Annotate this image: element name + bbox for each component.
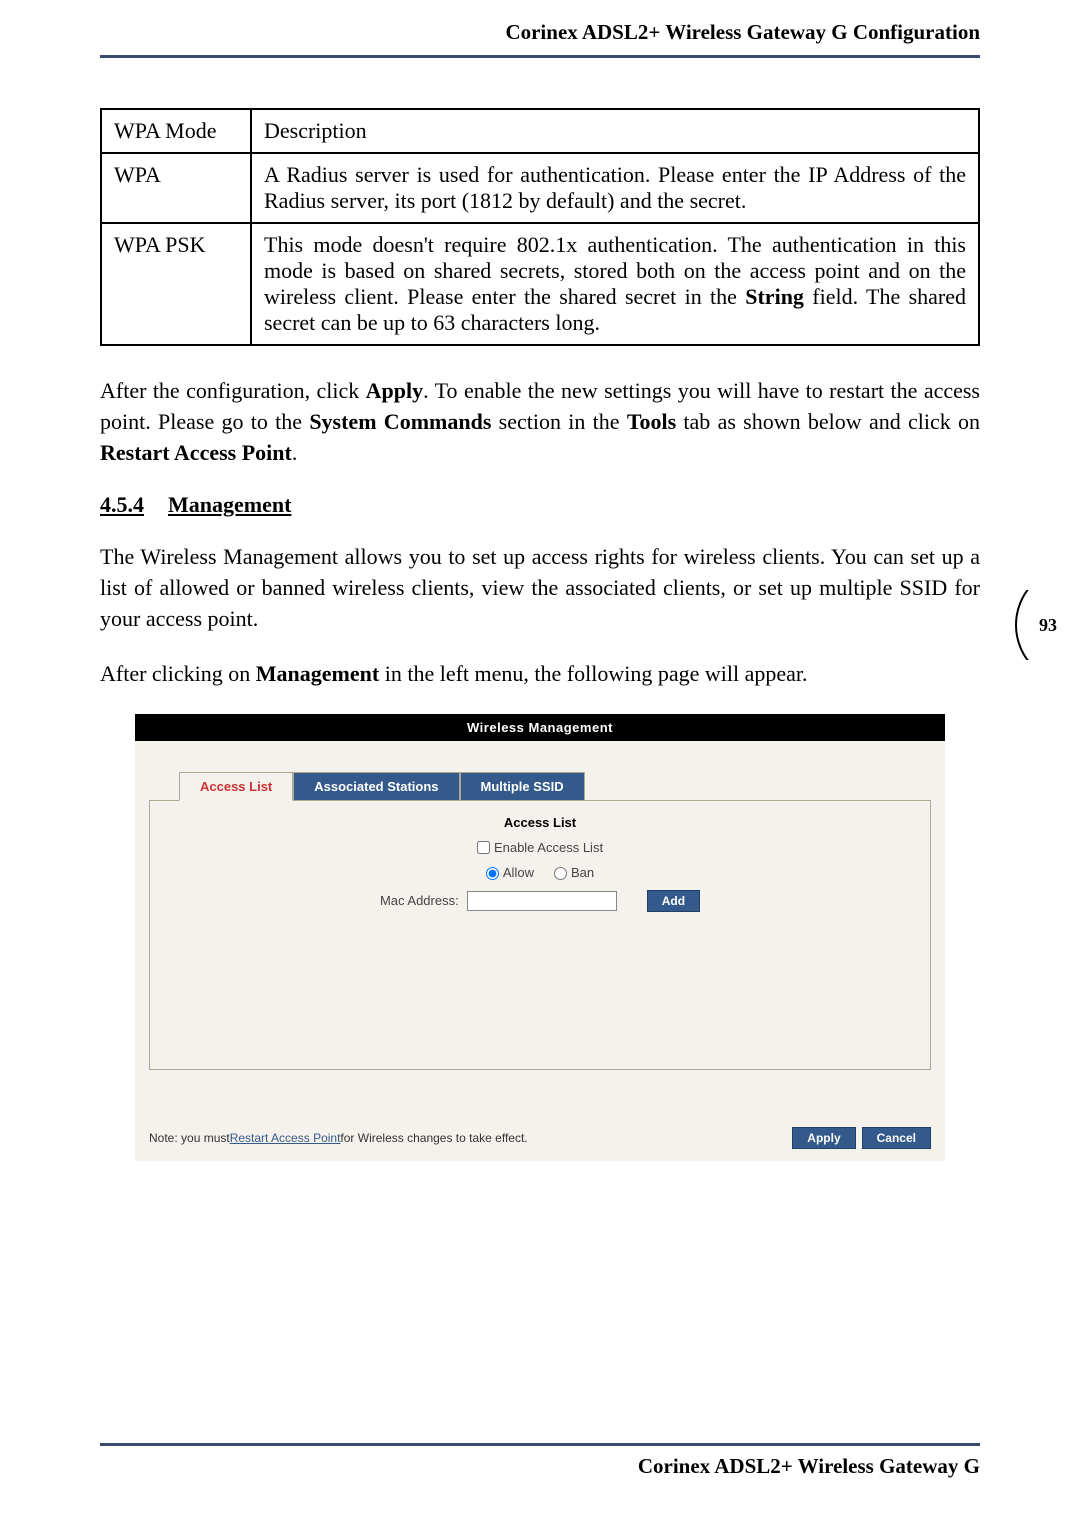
screenshot-titlebar: Wireless Management [135, 714, 945, 741]
screenshot-body: Access List Associated Stations Multiple… [135, 741, 945, 1161]
bold-text: Restart Access Point [100, 440, 292, 465]
tab-bar: Access List Associated Stations Multiple… [179, 771, 931, 800]
ban-label: Ban [571, 865, 594, 880]
bold-text: System Commands [309, 409, 491, 434]
wireless-management-screenshot: Wireless Management Access List Associat… [135, 714, 945, 1161]
mac-row: Mac Address: Add [170, 890, 910, 912]
enable-access-list-checkbox[interactable] [477, 841, 490, 854]
header-title: Corinex ADSL2+ Wireless Gateway G Config… [505, 20, 980, 44]
section-title: Management [168, 492, 291, 517]
bold-text: Apply [366, 378, 423, 403]
table-row: WPA A Radius server is used for authenti… [101, 153, 979, 223]
ban-option[interactable]: Ban [554, 865, 594, 880]
paragraph: After the configuration, click Apply. To… [100, 376, 980, 468]
allow-option[interactable]: Allow [486, 865, 534, 880]
apply-button[interactable]: Apply [792, 1127, 855, 1149]
note-text-pre: Note: you must [149, 1131, 230, 1145]
panel-subheading: Access List [170, 815, 910, 830]
section-heading: 4.5.4 Management [100, 492, 980, 518]
page-number-tab: 93 [1015, 590, 1080, 660]
page-footer: Corinex ADSL2+ Wireless Gateway G [100, 1443, 980, 1479]
table-cell: WPA PSK [101, 223, 251, 345]
restart-access-point-link[interactable]: Restart Access Point [230, 1131, 341, 1145]
enable-access-list-label: Enable Access List [494, 840, 603, 855]
note-text-post: for Wireless changes to take effect. [340, 1131, 527, 1145]
table-cell: WPA [101, 153, 251, 223]
table-cell: This mode doesn't require 802.1x authent… [251, 223, 979, 345]
allow-radio[interactable] [486, 867, 499, 880]
footer-title: Corinex ADSL2+ Wireless Gateway G [638, 1454, 980, 1478]
allow-ban-row: Allow Ban [170, 865, 910, 880]
text: section in the [491, 409, 626, 434]
table-row: WPA PSK This mode doesn't require 802.1x… [101, 223, 979, 345]
section-number: 4.5.4 [100, 492, 144, 517]
cancel-button[interactable]: Cancel [862, 1127, 931, 1149]
add-button[interactable]: Add [647, 890, 700, 912]
bold-text: String [745, 284, 804, 309]
tab-access-list[interactable]: Access List [179, 772, 293, 801]
mac-address-label: Mac Address: [380, 893, 459, 908]
enable-row: Enable Access List [170, 840, 910, 855]
mac-address-input[interactable] [467, 891, 617, 911]
tab-associated-stations[interactable]: Associated Stations [293, 772, 459, 800]
paragraph: After clicking on Management in the left… [100, 659, 980, 690]
bold-text: Tools [627, 409, 676, 434]
tab-panel: Access List Enable Access List Allow Ban… [149, 800, 931, 1070]
wpa-mode-table: WPA Mode Description WPA A Radius server… [100, 108, 980, 346]
text: After the configuration, click [100, 378, 366, 403]
allow-label: Allow [503, 865, 534, 880]
table-cell: A Radius server is used for authenticati… [251, 153, 979, 223]
text: tab as shown below and click on [676, 409, 980, 434]
table-header-cell: Description [251, 109, 979, 153]
text: in the left menu, the following page wil… [379, 661, 807, 686]
paragraph: The Wireless Management allows you to se… [100, 542, 980, 634]
table-header-cell: WPA Mode [101, 109, 251, 153]
bold-text: Management [256, 661, 379, 686]
screenshot-footer: Note: you must Restart Access Point for … [149, 1127, 931, 1149]
text: After clicking on [100, 661, 256, 686]
tab-multiple-ssid[interactable]: Multiple SSID [460, 772, 585, 800]
ban-radio[interactable] [554, 867, 567, 880]
page-header: Corinex ADSL2+ Wireless Gateway G Config… [100, 20, 980, 58]
text: . [292, 440, 298, 465]
table-row: WPA Mode Description [101, 109, 979, 153]
page-number: 93 [1015, 590, 1080, 660]
